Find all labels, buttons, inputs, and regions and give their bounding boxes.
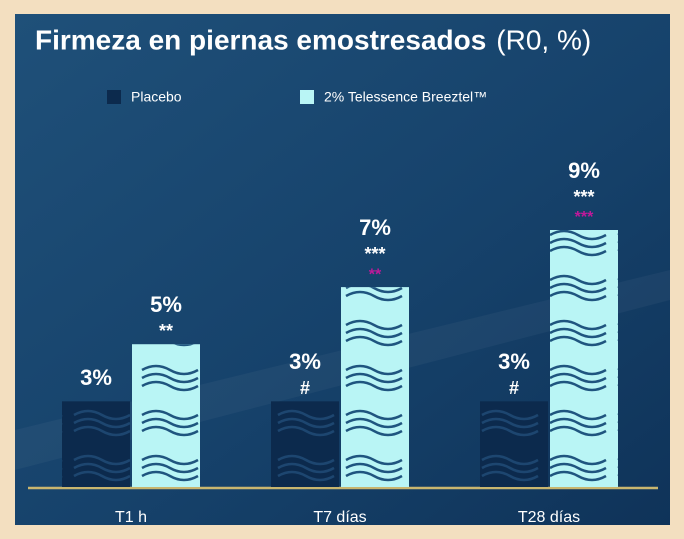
bar-pattern [271, 401, 339, 487]
significance: *** [364, 244, 385, 264]
chart-title: Firmeza en piernas emostresados [35, 24, 486, 55]
legend-swatch [300, 90, 314, 104]
value-label: 9% [568, 158, 600, 183]
chart: Firmeza en piernas emostresados (R0, %) … [0, 0, 684, 539]
value-label: 7% [359, 215, 391, 240]
bar-pattern [550, 230, 618, 487]
significance: *** [573, 187, 594, 207]
value-label: 3% [498, 349, 530, 374]
x-tick-label: T28 días [518, 509, 580, 526]
value-label: 5% [150, 292, 182, 317]
x-tick-label: T1 h [115, 509, 147, 526]
legend-swatch [107, 90, 121, 104]
value-label: 3% [80, 365, 112, 390]
x-tick-label: T7 días [313, 509, 366, 526]
bar-pattern [341, 287, 409, 487]
value-label: 3% [289, 349, 321, 374]
significance: # [300, 378, 310, 398]
significance: # [509, 378, 519, 398]
legend-label: 2% Telessence Breeztel™ [324, 89, 487, 105]
significance-vs-placebo: *** [575, 209, 594, 226]
chart-unit: (R0, %) [496, 24, 591, 55]
bar-pattern [62, 401, 130, 487]
bar-pattern [480, 401, 548, 487]
significance: ** [159, 321, 173, 341]
legend-label: Placebo [131, 89, 182, 105]
bar-pattern [132, 344, 200, 487]
page: {"chart_data": { "type": "bar", "title":… [0, 0, 684, 539]
significance-vs-placebo: ** [369, 266, 382, 283]
